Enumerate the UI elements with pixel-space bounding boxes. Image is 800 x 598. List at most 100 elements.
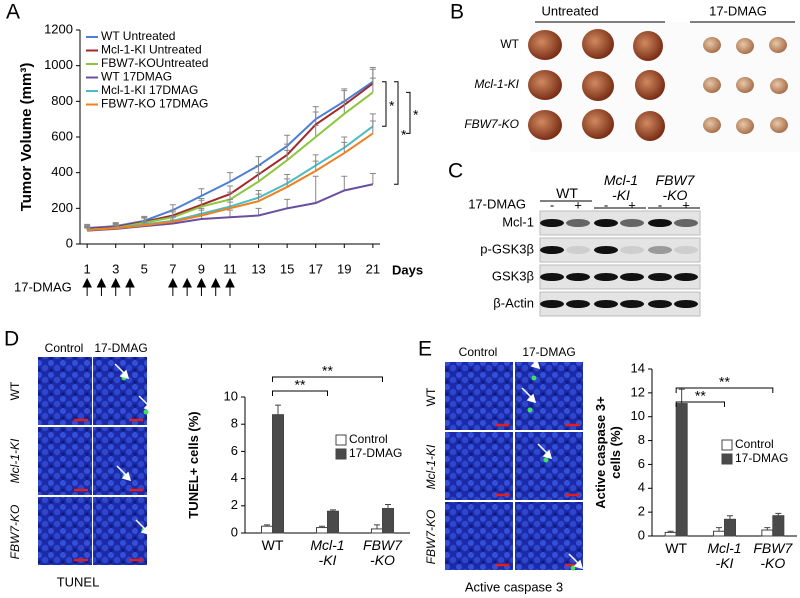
- blot-band: [674, 273, 698, 281]
- x-tick-label: Mcl-1 -KI: [707, 541, 742, 571]
- error-bar: [284, 198, 291, 209]
- blot-band: [594, 273, 618, 281]
- blot-band: [648, 273, 672, 281]
- significance-label: *: [413, 107, 419, 123]
- arrowhead: [537, 443, 553, 460]
- blot-row-label: GSK3β: [492, 268, 534, 283]
- row-label: WT: [500, 37, 519, 51]
- bar: [761, 529, 774, 537]
- micrograph: [38, 497, 92, 565]
- error-bar: [227, 191, 233, 200]
- panel-label: C: [448, 160, 463, 183]
- tumor: [633, 31, 663, 61]
- row-label: WT: [424, 387, 438, 406]
- blot-band: [566, 273, 590, 281]
- tumor-photos: [528, 29, 788, 141]
- blot-band: [594, 219, 618, 227]
- error-bar: [319, 525, 325, 528]
- treatment-sign: -: [658, 197, 662, 212]
- tumor: [582, 71, 614, 101]
- western-blot: Mcl-1 p-GSK3β GSK3β β-Actin - + - + - +: [480, 197, 701, 317]
- arrowhead: [138, 395, 154, 412]
- x-tick-label: 17: [308, 261, 322, 276]
- significance-label: **: [695, 388, 706, 404]
- x-tick-label: 15: [280, 261, 294, 276]
- y-tick-label: 600: [51, 128, 73, 143]
- column-header: Control: [45, 341, 84, 355]
- tumor: [703, 117, 721, 133]
- error-bar: [667, 530, 674, 533]
- bar: [664, 531, 677, 537]
- group-label: WT: [556, 185, 578, 201]
- y-tick-label: 12: [631, 384, 645, 399]
- x-tick-label: FBW7 -KO: [753, 541, 793, 571]
- panel-label: E: [418, 338, 432, 361]
- micrograph: [38, 427, 92, 495]
- column-header: 17-DMAG: [709, 3, 767, 18]
- y-tick-label: 2: [638, 504, 645, 519]
- bar: [371, 528, 383, 534]
- x-tick-label: WT: [262, 538, 284, 553]
- blot-row-label: p-GSK3β: [480, 241, 534, 256]
- error-bar: [227, 201, 233, 209]
- caption: TUNEL: [57, 574, 100, 589]
- x-tick-label: Mcl-1 -KI: [707, 541, 742, 571]
- tumor: [635, 111, 665, 141]
- bar: [327, 510, 339, 534]
- y-tick-label: 6: [231, 443, 238, 458]
- error-bar: [198, 199, 205, 207]
- tumor: [528, 110, 562, 140]
- y-tick-label: 400: [51, 164, 73, 179]
- x-tick-label: 5: [141, 261, 148, 276]
- significance-label: **: [719, 374, 730, 390]
- legend-label: 17-DMAG: [735, 451, 788, 465]
- blot-band: [648, 219, 672, 227]
- x-tick-label: Mcl-1 -KI: [310, 538, 345, 568]
- legend-label: WT Untreated: [101, 29, 175, 43]
- error-bar: [369, 77, 376, 93]
- y-axis-label: Active caspase 3+ cells (%): [593, 396, 623, 509]
- error-bar: [341, 100, 348, 114]
- micrograph: [93, 427, 147, 495]
- treatment-arrow: [225, 277, 235, 296]
- x-tick-label: FBW7 -KO: [753, 541, 793, 571]
- micrograph: [445, 502, 513, 570]
- row-label: Mcl-1-KI: [424, 444, 438, 489]
- micrograph: [515, 502, 583, 570]
- error-bar: [341, 175, 348, 191]
- blot-band: [566, 246, 590, 254]
- y-tick-label: 0: [638, 527, 645, 542]
- error-bar: [227, 172, 233, 182]
- arrowhead: [521, 387, 537, 404]
- legend-label: Mcl-1-KI 17DMAG: [101, 83, 198, 97]
- error-bar: [385, 503, 391, 509]
- x-tick-label: 19: [337, 261, 351, 276]
- legend-label: WT 17DMAG: [101, 70, 172, 84]
- blot-strip: [539, 237, 701, 263]
- x-axis-label: Days: [392, 262, 423, 277]
- blot-band: [540, 246, 564, 254]
- significance-bracket: [394, 81, 399, 185]
- treatment-sign: -: [550, 197, 554, 212]
- series-line: [87, 132, 374, 232]
- error-bar: [275, 404, 281, 415]
- tumor: [582, 29, 614, 59]
- micrograph: [515, 432, 583, 500]
- blot-band: [648, 246, 672, 254]
- y-axis-label: Tumor Volume (mm³): [18, 63, 35, 212]
- treatment-arrow: [168, 277, 178, 296]
- blot-band: [674, 219, 698, 227]
- panel-label: D: [4, 328, 19, 351]
- error-bar: [341, 141, 348, 154]
- legend-label: FBW7-KOUntreated: [101, 56, 208, 70]
- tumor: [635, 70, 665, 100]
- x-tick-label: 3: [112, 261, 119, 276]
- tumor: [703, 77, 721, 93]
- error-bar: [312, 124, 319, 137]
- blot-band: [594, 246, 618, 254]
- tumor: [528, 70, 562, 100]
- treatment-sign: +: [682, 197, 690, 212]
- micrographs: [445, 353, 584, 571]
- x-tick-label: WT: [665, 541, 688, 556]
- positive-cell: [143, 409, 149, 415]
